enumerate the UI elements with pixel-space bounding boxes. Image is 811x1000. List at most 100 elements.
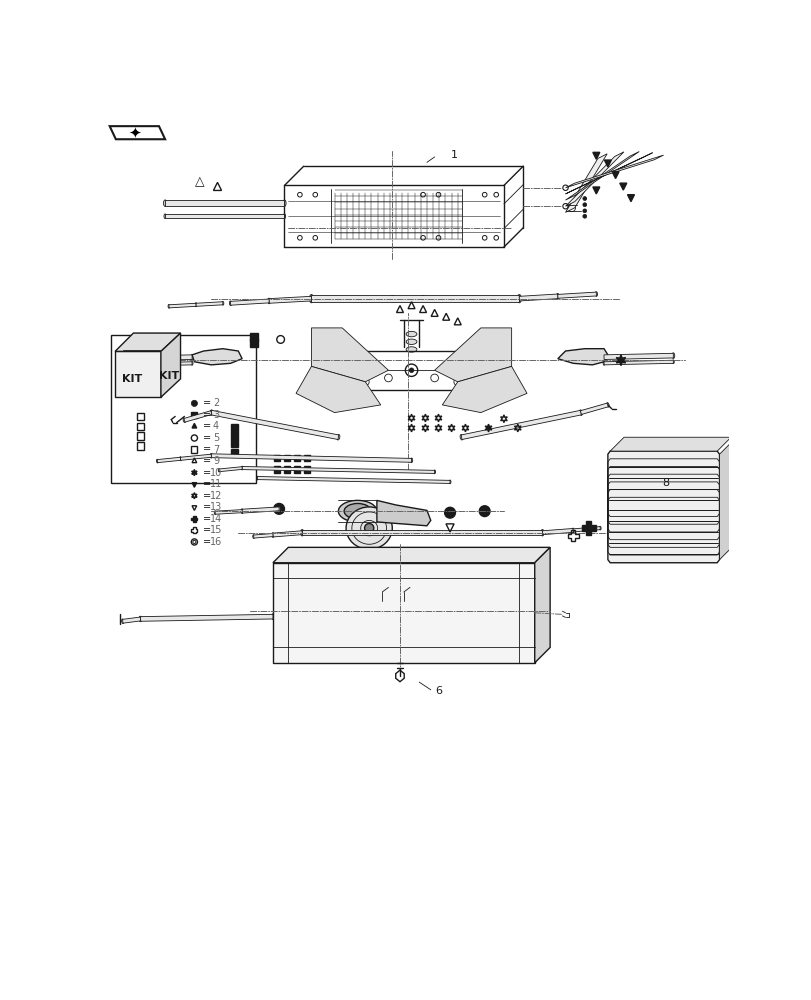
Ellipse shape	[556, 294, 559, 299]
Polygon shape	[564, 155, 663, 188]
Circle shape	[384, 374, 392, 382]
Text: KIT: KIT	[122, 374, 142, 384]
Circle shape	[431, 374, 438, 382]
Circle shape	[409, 368, 414, 373]
Polygon shape	[268, 296, 311, 303]
Ellipse shape	[210, 454, 212, 458]
Ellipse shape	[579, 410, 581, 415]
Text: 9: 9	[212, 456, 219, 466]
Ellipse shape	[252, 535, 255, 538]
Circle shape	[582, 197, 586, 200]
Text: 4: 4	[212, 421, 219, 431]
Ellipse shape	[241, 509, 243, 513]
Ellipse shape	[179, 457, 181, 461]
Polygon shape	[485, 424, 491, 432]
Text: =: =	[204, 421, 212, 431]
Polygon shape	[253, 533, 272, 538]
Bar	[303, 455, 310, 461]
Circle shape	[141, 358, 153, 371]
Polygon shape	[122, 362, 192, 366]
Polygon shape	[151, 353, 161, 364]
Text: △: △	[195, 175, 204, 188]
Polygon shape	[616, 355, 624, 366]
Ellipse shape	[599, 526, 600, 530]
Bar	[624, 487, 642, 497]
Polygon shape	[592, 152, 599, 159]
Polygon shape	[518, 294, 557, 301]
Ellipse shape	[268, 299, 270, 303]
Polygon shape	[215, 510, 242, 514]
Circle shape	[361, 378, 369, 386]
Polygon shape	[272, 563, 534, 663]
Polygon shape	[719, 440, 732, 560]
Circle shape	[476, 363, 484, 370]
Ellipse shape	[168, 304, 169, 308]
Text: 15: 15	[209, 525, 222, 535]
Ellipse shape	[256, 476, 258, 480]
Bar	[250, 339, 257, 347]
Polygon shape	[564, 152, 623, 206]
Ellipse shape	[556, 294, 558, 299]
Polygon shape	[311, 295, 519, 302]
Polygon shape	[592, 187, 599, 194]
Circle shape	[582, 203, 586, 207]
Circle shape	[582, 214, 586, 218]
Ellipse shape	[191, 354, 193, 360]
Polygon shape	[157, 457, 181, 463]
Text: =: =	[204, 491, 212, 501]
Bar	[111, 335, 255, 483]
Ellipse shape	[672, 353, 674, 358]
Ellipse shape	[367, 590, 424, 628]
Ellipse shape	[191, 361, 193, 365]
Ellipse shape	[210, 410, 212, 415]
Text: =: =	[204, 525, 212, 535]
Polygon shape	[115, 351, 161, 397]
Text: 12: 12	[209, 491, 222, 501]
Ellipse shape	[122, 619, 124, 624]
Ellipse shape	[606, 403, 608, 407]
Ellipse shape	[209, 410, 212, 415]
Ellipse shape	[195, 303, 196, 307]
Ellipse shape	[221, 301, 224, 305]
Circle shape	[127, 361, 134, 368]
Circle shape	[191, 400, 197, 406]
Ellipse shape	[271, 614, 274, 619]
Bar	[294, 455, 299, 461]
Text: ✦: ✦	[128, 126, 140, 141]
Text: 10: 10	[209, 468, 221, 478]
Text: =: =	[204, 502, 212, 512]
Text: =: =	[204, 456, 212, 466]
Polygon shape	[192, 423, 196, 428]
Ellipse shape	[517, 294, 521, 303]
Polygon shape	[611, 172, 618, 179]
Ellipse shape	[300, 529, 303, 536]
Ellipse shape	[157, 459, 158, 463]
Polygon shape	[619, 183, 626, 190]
Circle shape	[122, 357, 138, 372]
Bar	[303, 466, 310, 473]
Polygon shape	[109, 126, 165, 139]
Polygon shape	[302, 530, 542, 535]
Bar	[294, 466, 299, 473]
Text: =: =	[204, 433, 212, 443]
Text: 1: 1	[450, 150, 457, 160]
Text: KIT: KIT	[158, 371, 178, 381]
Text: =: =	[204, 468, 212, 478]
Polygon shape	[534, 547, 550, 663]
Polygon shape	[191, 516, 197, 522]
Text: 11: 11	[209, 479, 221, 489]
Text: 8: 8	[661, 478, 668, 488]
Polygon shape	[564, 153, 652, 194]
Polygon shape	[140, 614, 272, 621]
Polygon shape	[627, 195, 633, 202]
Circle shape	[338, 363, 345, 370]
Bar	[191, 446, 197, 453]
Ellipse shape	[179, 457, 181, 461]
Ellipse shape	[448, 480, 450, 484]
Polygon shape	[180, 454, 211, 460]
Polygon shape	[442, 366, 526, 413]
Bar	[283, 466, 290, 473]
Text: 7: 7	[212, 445, 219, 455]
Ellipse shape	[241, 466, 242, 470]
Ellipse shape	[272, 533, 273, 537]
